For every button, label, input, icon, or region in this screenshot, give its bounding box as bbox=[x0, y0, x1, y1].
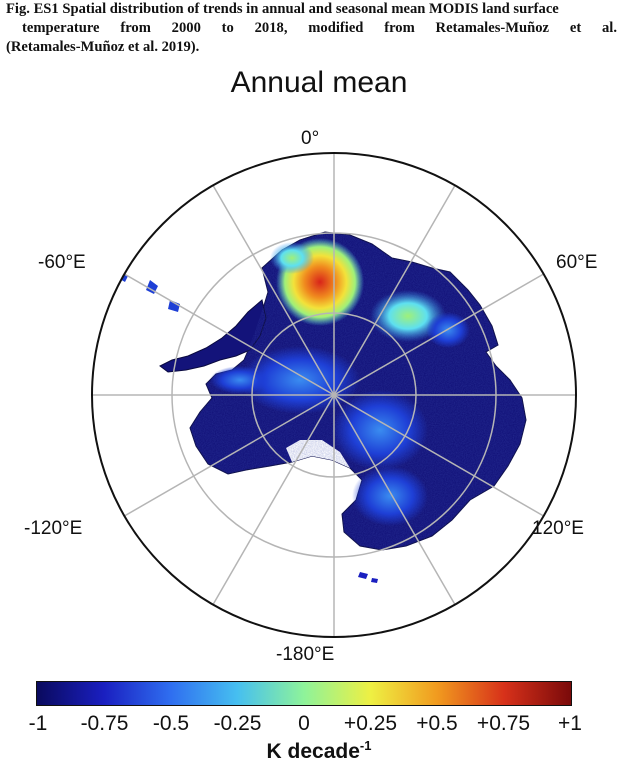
colorbar-unit-exponent: -1 bbox=[359, 738, 372, 753]
caption-line-2: temperature from 2000 to 2018, modified … bbox=[22, 20, 617, 36]
colorbar-tick-label: +0.25 bbox=[343, 712, 398, 735]
antarctica-landmass bbox=[118, 231, 527, 583]
figure-caption: Fig. ES1 Spatial distribution of trends … bbox=[6, 0, 636, 57]
colorbar-tick-label: -1 bbox=[28, 712, 48, 735]
colorbar-tick-label: +1 bbox=[558, 712, 582, 735]
colorbar-unit: K decade bbox=[266, 740, 360, 763]
caption-line-1: Fig. ES1 Spatial distribution of trends … bbox=[6, 1, 559, 17]
label-minus-120: -120°E bbox=[24, 518, 83, 539]
colorbar-tick-label: -0.5 bbox=[152, 712, 190, 735]
colorbar-tick-label: -0.75 bbox=[80, 712, 129, 735]
colorbar bbox=[36, 681, 572, 706]
label-120: 120°E bbox=[532, 518, 584, 539]
label-0: 0° bbox=[301, 128, 320, 149]
caption-line-3: (Retamales-Muñoz et al. 2019). bbox=[6, 39, 200, 55]
colorbar-tick-label: -0.25 bbox=[213, 712, 262, 735]
colorbar-tick-label: +0.5 bbox=[416, 712, 458, 735]
colorbar-tick-label: 0 bbox=[298, 712, 310, 735]
label-60: 60°E bbox=[556, 252, 598, 273]
map-boundary bbox=[91, 152, 577, 638]
map-title: Annual mean bbox=[230, 66, 408, 99]
colorbar-label: K decade-1 bbox=[0, 738, 638, 764]
graticule bbox=[92, 153, 576, 637]
label-minus-180: -180°E bbox=[276, 644, 335, 665]
colorbar-ticks: -1 -0.75 -0.5 -0.25 0 +0.25 +0.5 +0.75 +1 bbox=[0, 712, 638, 738]
colorbar-tick-label: +0.75 bbox=[476, 712, 531, 735]
label-minus-60: -60°E bbox=[38, 252, 86, 273]
